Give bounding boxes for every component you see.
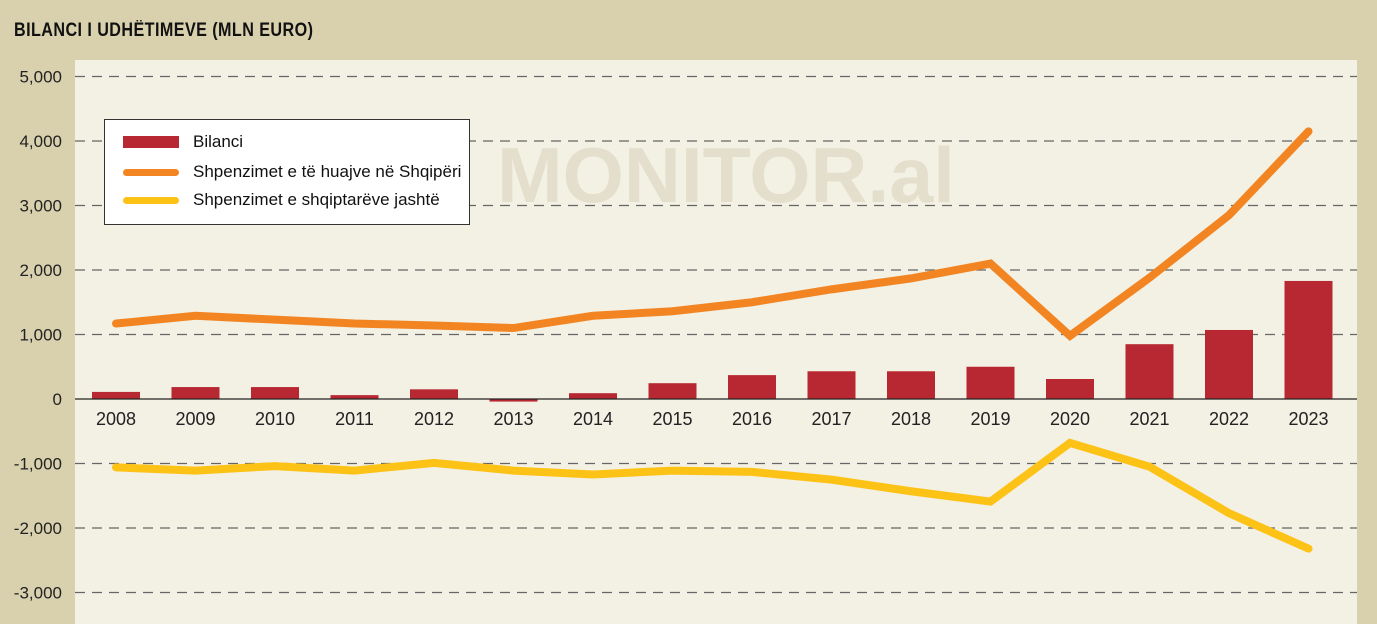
y-tick-label: -2,000	[14, 519, 62, 538]
bar-2020	[1046, 379, 1094, 399]
watermark: MONITOR.al	[497, 131, 955, 219]
point-2-2016	[751, 471, 753, 473]
x-tick-label: 2019	[970, 409, 1010, 429]
bar-2011	[330, 395, 379, 399]
legend-label: Shpenzimet e shqiptarëve jashtë	[193, 190, 440, 209]
line-series-2	[112, 438, 1313, 553]
point-1-2009	[195, 315, 196, 317]
point-2-2014	[592, 473, 594, 475]
point-2-2017	[831, 479, 832, 481]
bar-2016	[728, 375, 776, 399]
x-tick-label: 2020	[1050, 409, 1090, 429]
bar-2013	[489, 399, 538, 402]
x-tick-label: 2014	[573, 409, 613, 429]
point-1-2017	[831, 288, 832, 290]
point-1-2013	[513, 327, 514, 329]
line-series-1	[112, 127, 1313, 341]
point-1-2012	[433, 324, 435, 326]
y-tick-label: -1,000	[14, 455, 62, 474]
point-2-2013	[513, 470, 514, 472]
bar-2019	[966, 366, 1015, 399]
bar-2022	[1205, 329, 1253, 399]
point-2-2008	[115, 466, 117, 468]
y-tick-label: 5,000	[19, 68, 62, 87]
point-1-2014	[592, 315, 594, 317]
point-1-2010	[274, 319, 276, 321]
point-2-2023	[1308, 548, 1309, 550]
y-tick-label: 0	[53, 390, 62, 409]
point-2-2015	[672, 470, 673, 472]
x-tick-label: 2018	[891, 409, 931, 429]
chart-title: BILANCI I UDHËTIMEVE (MLN EURO)	[14, 20, 314, 41]
bar-2015	[648, 383, 697, 399]
point-1-2019	[990, 263, 991, 265]
x-tick-label: 2009	[175, 409, 215, 429]
point-1-2016	[751, 301, 753, 303]
x-tick-label: 2012	[414, 409, 454, 429]
x-tick-label: 2011	[335, 409, 374, 429]
point-1-2015	[672, 310, 673, 312]
point-1-2022	[1228, 214, 1230, 216]
point-1-2018	[910, 277, 912, 279]
x-tick-label: 2022	[1209, 409, 1249, 429]
legend: Bilanci Shpenzimet e të huajve në Shqipë…	[104, 119, 470, 225]
legend-swatch	[123, 196, 179, 204]
x-tick-label: 2017	[811, 409, 851, 429]
x-tick-label: 2010	[255, 409, 295, 429]
point-2-2022	[1228, 512, 1230, 514]
x-tick-label: 2013	[493, 409, 533, 429]
y-tick-label: 3,000	[19, 197, 62, 216]
legend-item-foreign-spending: Shpenzimet e të huajve në Shqipëri	[123, 162, 461, 182]
x-tick-label: 2016	[732, 409, 772, 429]
bar-2014	[569, 393, 617, 399]
point-2-2021	[1149, 466, 1150, 468]
x-tick-label: 2015	[652, 409, 692, 429]
y-tick-label: 4,000	[19, 132, 62, 151]
point-2-2012	[433, 462, 435, 464]
x-tick-label: 2021	[1129, 409, 1169, 429]
bar-2012	[410, 389, 458, 399]
bar-2018	[887, 371, 935, 399]
bar-2017	[807, 371, 856, 399]
y-tick-label: 2,000	[19, 261, 62, 280]
point-2-2010	[274, 465, 276, 467]
point-1-2011	[354, 323, 355, 325]
bar-2023	[1284, 280, 1333, 399]
point-1-2020	[1069, 335, 1071, 337]
legend-label: Bilanci	[193, 132, 244, 151]
point-2-2018	[910, 490, 912, 492]
point-1-2021	[1149, 277, 1150, 279]
y-tick-label: 1,000	[19, 326, 62, 345]
legend-swatch	[123, 136, 179, 148]
bar-2009	[171, 387, 220, 399]
legend-swatch	[123, 168, 179, 176]
x-tick-label: 2023	[1288, 409, 1328, 429]
point-1-2023	[1308, 130, 1309, 132]
point-2-2009	[195, 470, 196, 472]
point-2-2020	[1069, 442, 1071, 444]
y-tick-label: -3,000	[14, 584, 62, 603]
legend-label: Shpenzimet e të huajve në Shqipëri	[193, 162, 462, 181]
point-2-2019	[990, 501, 991, 503]
bar-2008	[92, 391, 140, 399]
legend-item-bilanci: Bilanci	[123, 132, 243, 152]
bar-2010	[251, 387, 299, 399]
x-tick-label: 2008	[96, 409, 136, 429]
legend-item-albanian-spending: Shpenzimet e shqiptarëve jashtë	[123, 190, 440, 210]
point-2-2011	[354, 470, 355, 472]
bar-2021	[1125, 344, 1174, 399]
point-1-2008	[115, 323, 117, 325]
